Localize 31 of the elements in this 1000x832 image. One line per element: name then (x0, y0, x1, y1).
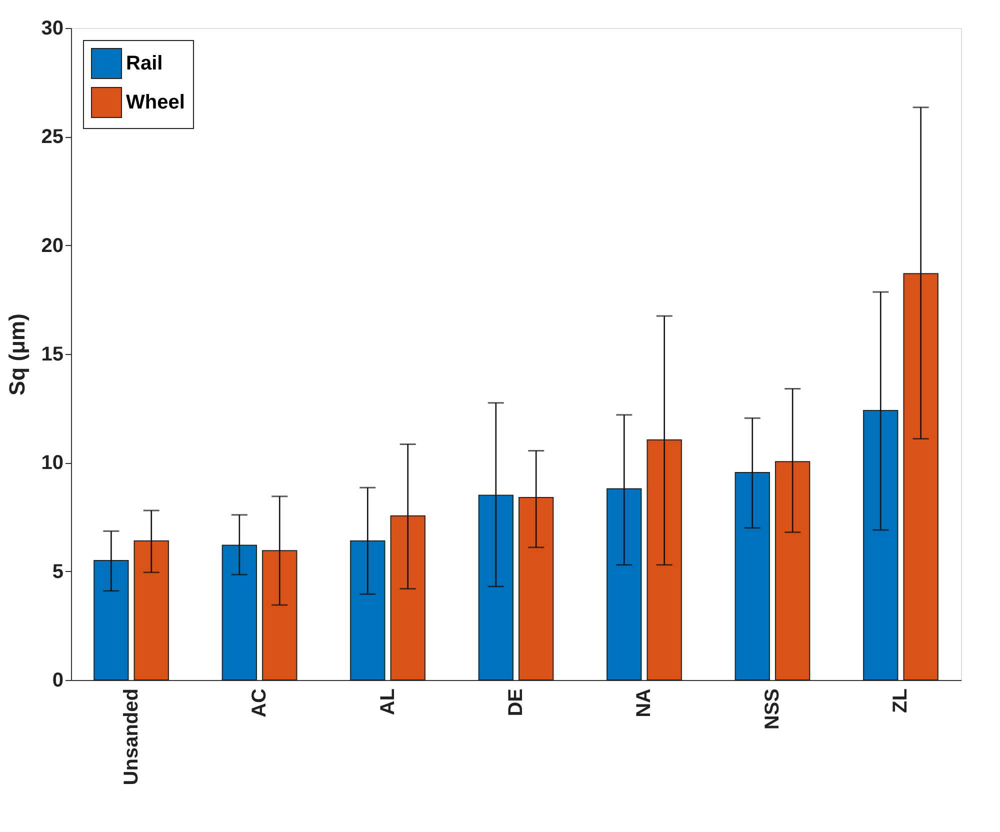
y-tick-label: 25 (41, 126, 64, 148)
bar (350, 540, 386, 680)
bar (478, 494, 514, 680)
bar (734, 472, 770, 680)
y-tick-label: 20 (41, 234, 64, 257)
bar (863, 410, 898, 680)
legend-label: Rail (126, 52, 163, 74)
y-axis-title: Sq (μm) (4, 314, 30, 396)
bar (94, 560, 129, 680)
bar (518, 496, 554, 680)
bar (262, 550, 298, 680)
x-tick-label: DE (505, 688, 527, 716)
bar (775, 461, 810, 680)
y-tick-label: 30 (41, 18, 64, 40)
legend-label: Wheel (126, 92, 185, 114)
bar (646, 439, 682, 680)
x-tick-label: AC (248, 688, 271, 718)
bar (903, 273, 938, 680)
bar (390, 515, 426, 680)
y-tick-label: 15 (41, 344, 64, 366)
bar (222, 544, 257, 680)
y-tick-label: 5 (52, 560, 64, 583)
x-tick-label: NA (633, 688, 656, 718)
bar (606, 488, 642, 680)
x-tick-label: AL (376, 688, 399, 716)
x-tick-label: NSS (761, 688, 784, 730)
x-tick-label: ZL (890, 688, 912, 713)
x-tick-label: Unsanded (120, 688, 142, 786)
y-tick-label: 10 (41, 452, 64, 474)
bar (134, 540, 169, 680)
y-tick-label: 0 (52, 670, 64, 692)
